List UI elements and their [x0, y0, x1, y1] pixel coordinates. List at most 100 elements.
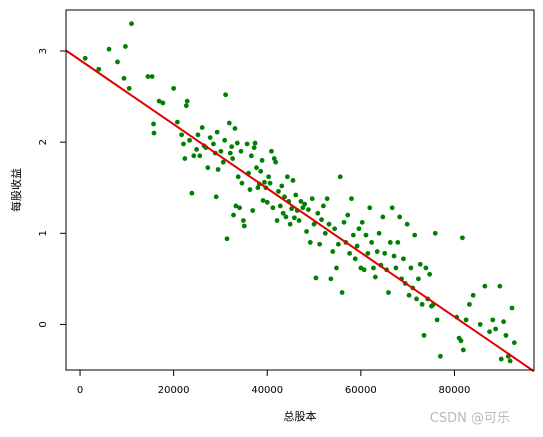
data-point — [477, 322, 483, 327]
data-point — [412, 232, 418, 238]
data-point — [234, 140, 240, 146]
data-point — [259, 157, 265, 163]
data-point — [214, 129, 220, 135]
data-point — [182, 156, 188, 161]
data-point — [401, 256, 406, 262]
data-point — [421, 332, 427, 338]
data-point — [280, 210, 286, 216]
data-point — [349, 196, 354, 202]
y-tick-label: 0 — [38, 321, 49, 327]
data-point — [255, 185, 261, 191]
data-point — [458, 338, 464, 344]
data-point — [315, 210, 321, 216]
data-point — [374, 249, 380, 254]
y-axis-label: 每股收益 — [9, 168, 23, 212]
data-point — [239, 180, 245, 186]
data-point — [191, 153, 197, 159]
data-point — [386, 290, 391, 295]
data-point — [129, 21, 134, 27]
y-tick-label: 2 — [38, 139, 49, 145]
data-point — [352, 256, 358, 262]
data-point — [501, 319, 506, 325]
data-point — [319, 217, 324, 223]
data-point — [369, 240, 375, 245]
x-tick-label: 20000 — [158, 385, 190, 396]
data-points — [82, 21, 517, 364]
data-point — [345, 212, 351, 218]
y-tick-label: 1 — [38, 230, 49, 236]
data-point — [427, 271, 433, 277]
y-tick-labels: 0 1 2 3 — [38, 48, 49, 328]
data-point — [387, 240, 393, 245]
data-point — [395, 240, 401, 245]
data-point — [199, 125, 205, 130]
data-point — [354, 243, 360, 249]
data-point — [115, 59, 120, 65]
data-point — [341, 219, 347, 225]
data-point — [311, 221, 317, 227]
tick-marks — [60, 50, 455, 376]
data-point — [419, 301, 425, 307]
data-point — [227, 150, 233, 156]
data-point — [324, 196, 330, 202]
data-point — [321, 203, 326, 209]
data-point — [156, 98, 162, 104]
data-point — [391, 253, 397, 259]
data-point — [507, 358, 513, 364]
data-point — [432, 230, 438, 236]
data-point — [230, 156, 236, 161]
watermark: CSDN @可乐 — [429, 411, 510, 426]
data-point — [195, 132, 201, 138]
data-point — [226, 120, 232, 126]
data-point — [417, 261, 423, 267]
x-tick-label: 40000 — [251, 385, 283, 396]
regression-line — [65, 49, 535, 373]
data-point — [490, 317, 496, 323]
data-point — [291, 215, 297, 221]
data-point — [247, 187, 253, 192]
data-point — [171, 85, 177, 91]
data-point — [487, 329, 492, 335]
data-point — [252, 140, 258, 146]
data-point — [266, 174, 272, 180]
data-point — [151, 121, 156, 127]
data-point — [380, 214, 386, 220]
data-point — [337, 174, 343, 180]
data-point — [282, 194, 287, 200]
data-point — [213, 194, 219, 200]
data-point — [276, 188, 281, 194]
data-point — [145, 74, 151, 79]
data-point — [254, 165, 259, 171]
plot-frame — [65, 9, 535, 371]
data-point — [223, 92, 228, 98]
data-point — [229, 144, 235, 150]
data-point — [96, 66, 102, 72]
data-point — [416, 276, 421, 282]
data-point — [290, 178, 296, 183]
data-point — [205, 165, 211, 171]
data-point — [197, 153, 203, 159]
data-point — [434, 317, 440, 323]
data-point — [187, 137, 192, 143]
data-point — [497, 283, 503, 289]
data-point — [218, 148, 224, 154]
data-point — [238, 148, 244, 154]
data-point — [309, 196, 315, 202]
y-tick-label: 3 — [38, 48, 49, 54]
data-point — [220, 159, 226, 165]
data-point — [300, 205, 306, 211]
x-tick-labels: 0 20000 40000 60000 80000 — [77, 385, 470, 396]
data-point — [211, 141, 216, 147]
data-point — [189, 190, 195, 196]
data-point — [359, 219, 365, 225]
data-point — [356, 226, 362, 232]
data-point — [222, 137, 228, 143]
data-point — [160, 100, 166, 106]
data-point — [267, 180, 273, 186]
data-point — [264, 199, 270, 205]
data-point — [350, 232, 356, 238]
data-point — [470, 292, 476, 298]
data-point — [269, 148, 274, 154]
data-point — [371, 265, 376, 271]
data-point — [361, 267, 367, 273]
